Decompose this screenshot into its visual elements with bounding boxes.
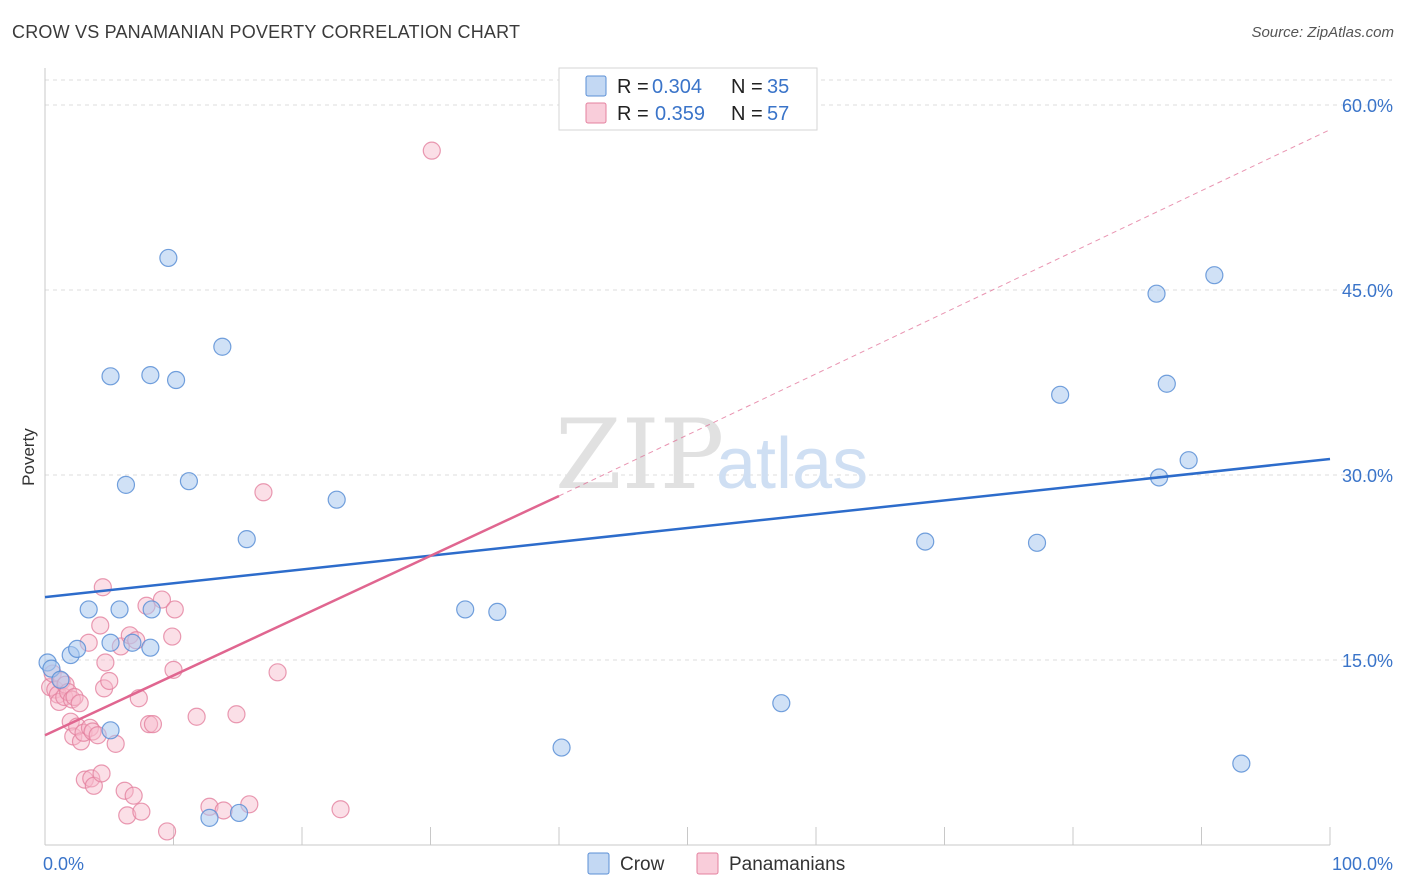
watermark: ZIP atlas bbox=[555, 399, 868, 511]
panamanians-point bbox=[91, 616, 110, 635]
panamanians-point bbox=[92, 764, 111, 783]
panamanians-point bbox=[115, 781, 134, 800]
crow-point bbox=[1051, 385, 1070, 404]
crow-point bbox=[101, 721, 120, 740]
legend-crow-r-value: 0.304 bbox=[652, 76, 702, 98]
x-tick-label-min: 0.0% bbox=[43, 854, 84, 874]
crow-point bbox=[916, 532, 935, 551]
panamanians-point bbox=[139, 715, 159, 734]
y-tick-label: 60.0% bbox=[1342, 96, 1393, 116]
crow-point bbox=[200, 808, 219, 827]
crow-point bbox=[101, 633, 120, 652]
panamanians-point bbox=[268, 663, 287, 682]
panamanians-points bbox=[41, 141, 441, 841]
bottom-legend: Crow Panamanians bbox=[587, 852, 845, 875]
watermark-atlas: atlas bbox=[716, 424, 868, 504]
crow-point bbox=[772, 694, 791, 713]
trend-lines bbox=[44, 129, 1331, 737]
crow-point bbox=[166, 370, 186, 390]
legend-crow-swatch bbox=[585, 75, 607, 97]
panamanians-point bbox=[254, 483, 273, 502]
panamanians-point bbox=[82, 769, 101, 788]
panamanians-point bbox=[165, 600, 184, 619]
legend-crow-n-label: N = bbox=[731, 76, 763, 98]
crow-point bbox=[51, 670, 70, 689]
panamanians-point bbox=[163, 627, 182, 646]
crow-point bbox=[1232, 754, 1251, 773]
panamanians-point bbox=[157, 822, 177, 841]
panamanians-point bbox=[132, 802, 151, 821]
panamanians-point bbox=[75, 770, 94, 789]
crow-point bbox=[159, 248, 178, 268]
y-tick-labels: 15.0% 30.0% 45.0% 60.0% bbox=[1342, 96, 1393, 671]
crow-point bbox=[229, 803, 249, 823]
panamanians-point bbox=[93, 578, 112, 597]
panamanians-point bbox=[124, 786, 143, 805]
crow-point bbox=[101, 367, 120, 386]
y-tick-label: 45.0% bbox=[1342, 281, 1393, 301]
crow-point bbox=[110, 600, 129, 619]
panamanians-point bbox=[331, 800, 350, 819]
x-tick-label-max: 100.0% bbox=[1332, 854, 1393, 874]
legend-pan-r-value: 0.359 bbox=[655, 103, 705, 125]
panamanians-point bbox=[70, 694, 89, 713]
crow-point bbox=[68, 639, 87, 659]
crow-point bbox=[237, 530, 256, 549]
crow-point bbox=[1147, 284, 1166, 303]
crow-point bbox=[327, 490, 346, 509]
panamanians-point bbox=[100, 671, 119, 691]
crow-point bbox=[142, 600, 161, 619]
crow-point bbox=[1179, 451, 1198, 470]
crow-point bbox=[116, 475, 136, 494]
legend-pan-r-label: R = bbox=[617, 103, 649, 125]
panamanians-point bbox=[96, 653, 115, 672]
crow-point bbox=[1027, 533, 1047, 552]
crow-point bbox=[488, 602, 507, 622]
y-tick-label: 30.0% bbox=[1342, 466, 1393, 486]
panamanians-point bbox=[187, 707, 206, 726]
bottom-legend-panamanians-swatch bbox=[696, 852, 719, 875]
watermark-zip: ZIP bbox=[555, 399, 724, 511]
panamanians-point bbox=[118, 806, 137, 825]
axes bbox=[44, 68, 1331, 846]
crow-trend-line bbox=[44, 457, 1331, 599]
crow-point bbox=[1205, 266, 1224, 285]
crow-point bbox=[1157, 374, 1176, 393]
crow-point bbox=[141, 366, 160, 385]
grid-lines bbox=[45, 79, 1392, 661]
y-axis-label: Poverty bbox=[19, 428, 38, 486]
crow-point bbox=[123, 633, 142, 652]
legend-crow-n-value: 35 bbox=[767, 76, 789, 98]
crow-point bbox=[552, 738, 571, 757]
y-tick-label: 15.0% bbox=[1342, 651, 1393, 671]
crow-point bbox=[79, 600, 98, 619]
crow-points bbox=[38, 248, 1251, 827]
bottom-legend-crow-label: Crow bbox=[620, 854, 665, 875]
crow-point bbox=[141, 638, 160, 657]
crow-point bbox=[179, 472, 199, 491]
legend-panamanians-swatch bbox=[585, 102, 607, 124]
legend-pan-n-label: N = bbox=[731, 103, 763, 125]
legend: R = 0.304 N = 35 R = 0.359 N = 57 bbox=[558, 67, 818, 131]
panamanians-trend-line bbox=[44, 494, 560, 737]
panamanians-point bbox=[422, 141, 441, 160]
panamanians-point bbox=[143, 715, 163, 734]
crow-point bbox=[213, 337, 232, 356]
bottom-legend-panamanians-label: Panamanians bbox=[729, 854, 845, 875]
panamanians-point bbox=[227, 705, 246, 724]
legend-pan-n-value: 57 bbox=[767, 103, 789, 125]
source-label: Source: ZipAtlas.com bbox=[1251, 24, 1394, 41]
legend-crow-r-label: R = bbox=[617, 76, 649, 98]
crow-point bbox=[456, 600, 475, 619]
bottom-legend-crow-swatch bbox=[587, 852, 610, 875]
chart-title: CROW VS PANAMANIAN POVERTY CORRELATION C… bbox=[12, 22, 521, 42]
panamanians-trend-extension bbox=[558, 129, 1331, 497]
x-tick-labels: 0.0% 100.0% bbox=[43, 854, 1393, 874]
